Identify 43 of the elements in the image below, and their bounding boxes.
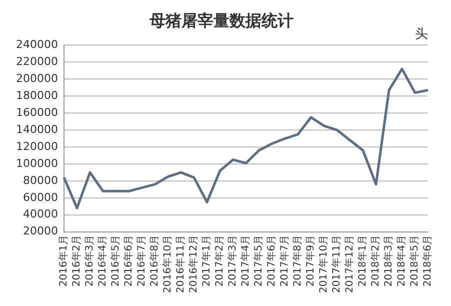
y-tick-label: 60000 <box>22 190 58 204</box>
x-tick-label: 2016年12月 <box>188 234 200 294</box>
x-tick-label: 2016年7月 <box>136 234 148 287</box>
x-tick-label: 2017年12月 <box>344 234 356 294</box>
x-tick-label: 2017年7月 <box>278 234 291 287</box>
x-tick-label: 2016年10月 <box>162 234 174 294</box>
x-tick-label: 2018年2月 <box>370 234 382 287</box>
y-tick-label: 220000 <box>16 55 58 68</box>
y-tick-label: 140000 <box>16 122 58 136</box>
x-tick-label: 2017年3月 <box>226 234 239 287</box>
x-tick-label: 2018年3月 <box>382 234 395 287</box>
y-tick-label: 20000 <box>22 224 58 238</box>
y-tick-label: 200000 <box>16 72 58 85</box>
x-tick-label: 2018年6月 <box>422 234 434 287</box>
x-tick-label: 2017年6月 <box>266 234 278 287</box>
x-tick-label: 2016年3月 <box>84 234 96 287</box>
x-tick-label: 2017年2月 <box>214 234 226 287</box>
text: 头 <box>415 27 428 42</box>
x-tick-label: 2016年4月 <box>96 234 109 287</box>
x-tick-label: 2017年11月 <box>330 234 343 294</box>
y-tick-label: 100000 <box>16 156 58 170</box>
x-tick-label: 2016年6月 <box>122 234 135 287</box>
y-tick-label: 240000 <box>16 38 58 52</box>
y-tick-label: 40000 <box>22 208 58 221</box>
x-tick-label: 2016年2月 <box>70 234 83 287</box>
x-tick-label: 2017年9月 <box>304 234 317 287</box>
x-tick-label: 2017年10月 <box>318 234 330 294</box>
chart-title: 母猪屠宰量数据统计 <box>148 10 294 30</box>
x-tick-label: 2018年1月 <box>356 234 369 287</box>
x-tick-label: 2017年5月 <box>252 234 265 287</box>
x-tick-label: 2017年1月 <box>200 234 213 287</box>
x-tick-label: 2017年8月 <box>292 234 304 287</box>
y-tick-label: 120000 <box>16 140 58 153</box>
x-tick-label: 2018年5月 <box>408 234 421 287</box>
x-tick-label: 2016年1月 <box>58 234 70 287</box>
y-tick-label: 80000 <box>22 174 58 187</box>
x-tick-label: 2016年11月 <box>174 234 187 294</box>
x-tick-label: 2018年4月 <box>396 234 408 287</box>
y-tick-label: 180000 <box>16 88 58 102</box>
x-tick-label: 2017年4月 <box>240 234 252 287</box>
x-tick-label: 2016年5月 <box>110 234 122 287</box>
x-tick-label: 2016年8月 <box>148 234 161 287</box>
y-tick-label: 160000 <box>16 106 58 119</box>
